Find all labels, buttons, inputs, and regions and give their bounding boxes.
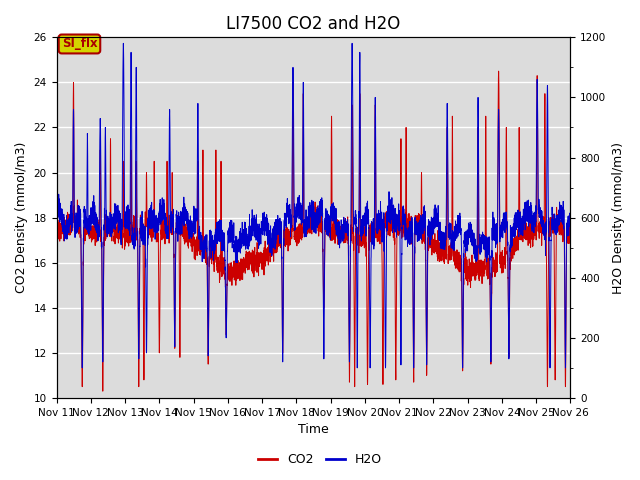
X-axis label: Time: Time — [298, 423, 329, 436]
Y-axis label: H2O Density (mmol/m3): H2O Density (mmol/m3) — [612, 142, 625, 294]
Legend: CO2, H2O: CO2, H2O — [253, 448, 387, 471]
Y-axis label: CO2 Density (mmol/m3): CO2 Density (mmol/m3) — [15, 142, 28, 293]
Text: SI_flx: SI_flx — [61, 37, 97, 50]
Title: LI7500 CO2 and H2O: LI7500 CO2 and H2O — [227, 15, 401, 33]
